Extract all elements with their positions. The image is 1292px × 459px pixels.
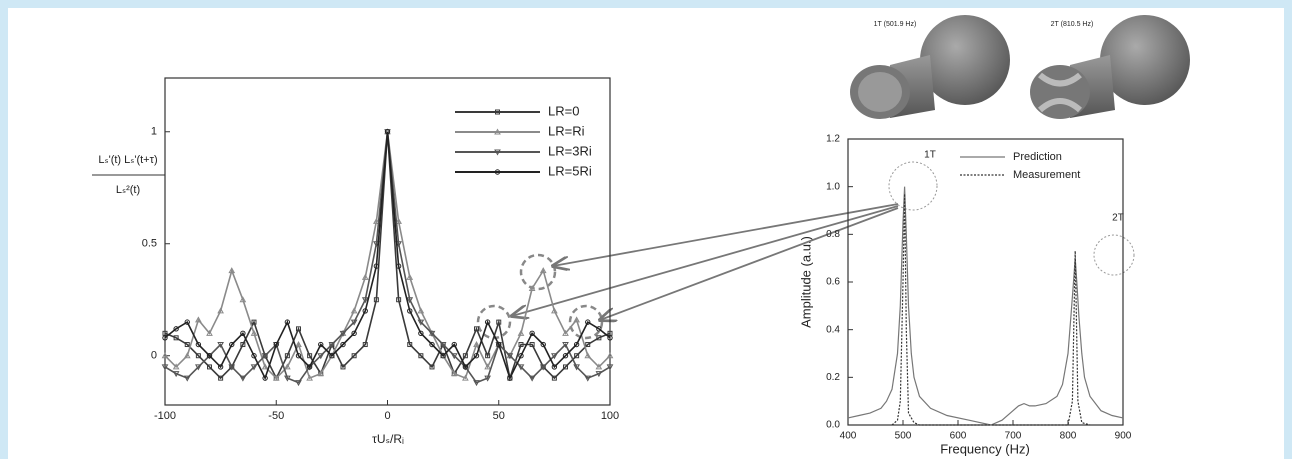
y-label: Amplitude (a.u.) bbox=[798, 236, 813, 328]
y-tick-label: 1.2 bbox=[826, 134, 840, 145]
legend-label: LR=3Ri bbox=[548, 143, 592, 158]
figure-canvas: Lₛ'(t) Lₛ'(t+τ) Lₛ²(t) τUₛ/Rᵢ Frequency … bbox=[0, 0, 1292, 459]
legend-label: Prediction bbox=[1013, 151, 1062, 163]
annotation: 2T bbox=[1112, 213, 1124, 224]
x-tick-label: 400 bbox=[840, 431, 857, 442]
y-tick-label: 0.5 bbox=[142, 238, 157, 250]
x-tick-label: 0 bbox=[384, 410, 390, 422]
legend-label: LR=5Ri bbox=[548, 163, 592, 178]
y-tick-label: 0.2 bbox=[826, 372, 840, 383]
y-label-numerator: Lₛ'(t) Lₛ'(t+τ) bbox=[98, 154, 157, 166]
x-tick-label: 50 bbox=[493, 410, 505, 422]
x-label: Frequency (Hz) bbox=[940, 441, 1030, 456]
x-tick-label: 700 bbox=[1005, 431, 1022, 442]
y-tick-label: 0 bbox=[151, 350, 157, 362]
x-tick-label: 100 bbox=[601, 410, 619, 422]
x-tick-label: 900 bbox=[1115, 431, 1132, 442]
legend-label: LR=Ri bbox=[548, 123, 585, 138]
x-tick-label: -50 bbox=[268, 410, 284, 422]
legend-label: LR=0 bbox=[548, 103, 579, 118]
y-tick-label: 0.6 bbox=[826, 277, 840, 288]
x-label: τUₛ/Rᵢ bbox=[372, 432, 404, 446]
mode-label: 2T (810.5 Hz) bbox=[1051, 21, 1094, 28]
y-tick-label: 1 bbox=[151, 126, 157, 138]
y-tick-label: 0.0 bbox=[826, 420, 840, 431]
legend-label: Measurement bbox=[1013, 169, 1080, 181]
y-tick-label: 0.8 bbox=[826, 229, 840, 240]
x-tick-label: 600 bbox=[950, 431, 967, 442]
mode-label: 1T (501.9 Hz) bbox=[874, 21, 917, 28]
y-tick-label: 1.0 bbox=[826, 181, 840, 192]
x-tick-label: 500 bbox=[895, 431, 912, 442]
x-tick-label: 800 bbox=[1060, 431, 1077, 442]
y-tick-label: 0.4 bbox=[826, 324, 840, 335]
annotation: 1T bbox=[924, 150, 936, 161]
x-tick-label: -100 bbox=[154, 410, 176, 422]
y-label-denominator: Lₛ²(t) bbox=[116, 184, 140, 196]
figure: Lₛ'(t) Lₛ'(t+τ) Lₛ²(t) τUₛ/Rᵢ Frequency … bbox=[0, 0, 1292, 459]
